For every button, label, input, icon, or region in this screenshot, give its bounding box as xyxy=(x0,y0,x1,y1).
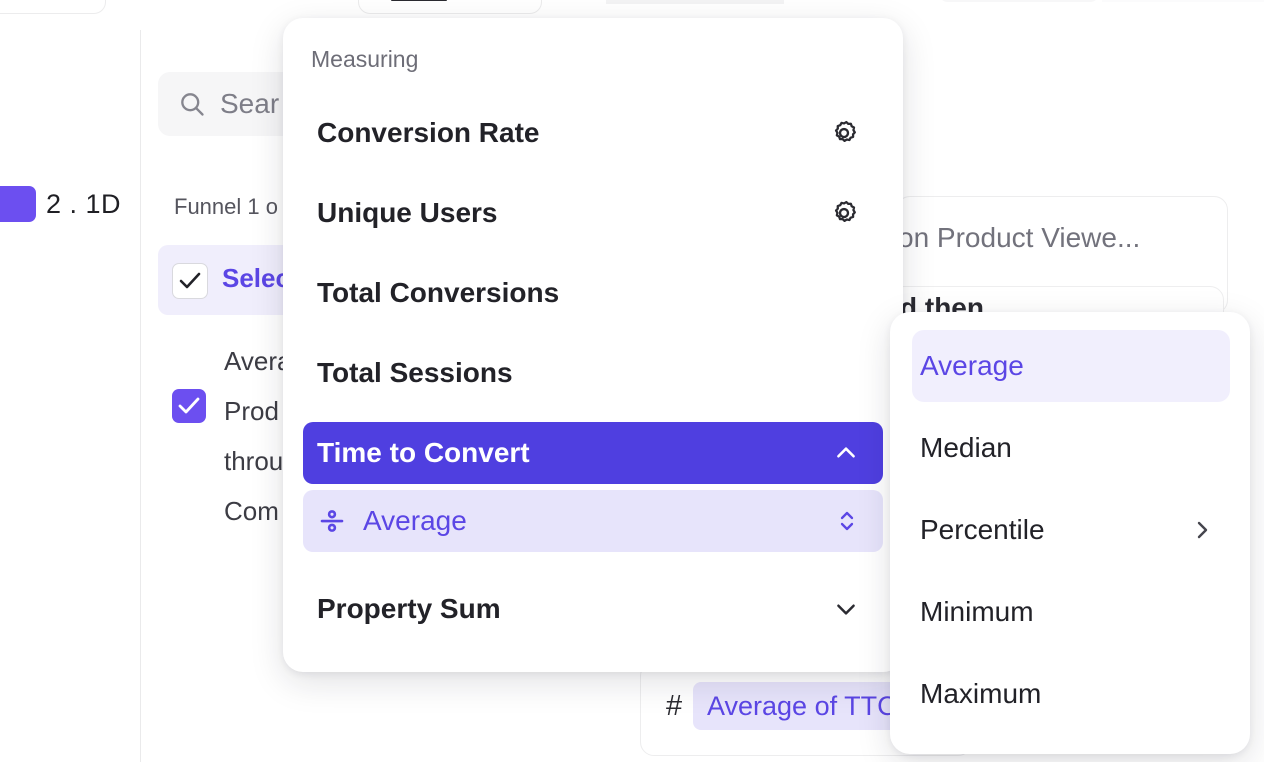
submenu-item-percentile[interactable]: Percentile xyxy=(912,494,1230,566)
background-strip-a xyxy=(606,0,784,4)
legend-color-swatch xyxy=(0,186,36,222)
aggregation-sub-row-label: Average xyxy=(363,505,467,536)
menu-option-list: Conversion Rate Unique Users xyxy=(303,102,883,640)
metric-checkbox[interactable] xyxy=(172,389,206,423)
divide-icon xyxy=(317,506,347,536)
menu-item-label: Unique Users xyxy=(317,197,498,228)
gear-icon[interactable] xyxy=(829,118,859,148)
background-card-top-left xyxy=(0,0,106,14)
measuring-dropdown-panel: Measuring Conversion Rate Unique Users xyxy=(283,18,903,672)
menu-item-property-sum[interactable]: Property Sum xyxy=(303,578,883,640)
metric-line: Com xyxy=(224,496,279,526)
search-placeholder-text: Sear xyxy=(220,88,280,119)
background-card-top-middle xyxy=(358,0,542,14)
list-item-selected-label: Selec xyxy=(222,263,290,293)
menu-item-unique-users[interactable]: Unique Users xyxy=(303,182,883,244)
metric-line: Prod xyxy=(224,396,279,426)
submenu-item-label: Median xyxy=(920,432,1012,463)
menu-item-label: Time to Convert xyxy=(317,437,530,468)
submenu-item-average[interactable]: Average xyxy=(912,330,1230,402)
average-of-ttc-label: Average of TTC xyxy=(707,690,897,721)
menu-caption: Measuring xyxy=(311,46,419,72)
aggregation-sub-row[interactable]: Average xyxy=(303,490,883,552)
panel-divider xyxy=(140,30,141,762)
select-all-checkbox[interactable] xyxy=(172,263,208,299)
menu-item-label: Total Sessions xyxy=(317,357,513,388)
submenu-item-label: Minimum xyxy=(920,596,1034,627)
funnel-step-label: Funnel 1 o xyxy=(174,194,278,219)
aggregation-sub-row-left: Average xyxy=(317,505,467,537)
submenu-item-label: Average xyxy=(920,350,1024,381)
chevron-down-icon[interactable] xyxy=(833,596,859,622)
chevron-right-icon[interactable] xyxy=(1190,518,1214,542)
metric-line: Avera xyxy=(224,346,292,376)
background-dash-mark xyxy=(391,0,447,1)
aggregation-submenu-panel: Average Median Percentile Minimum Maximu… xyxy=(890,312,1250,754)
menu-item-label: Property Sum xyxy=(317,593,501,624)
menu-item-conversion-rate[interactable]: Conversion Rate xyxy=(303,102,883,164)
background-strip-b xyxy=(938,0,1100,2)
chevron-up-down-icon[interactable] xyxy=(835,508,859,534)
metric-line: throu xyxy=(224,446,284,476)
menu-item-label: Total Conversions xyxy=(317,277,560,308)
chevron-up-icon[interactable] xyxy=(833,440,859,466)
gear-icon[interactable] xyxy=(829,198,859,228)
search-icon xyxy=(178,90,206,118)
submenu-item-label: Percentile xyxy=(920,514,1045,545)
menu-item-total-conversions[interactable]: Total Conversions xyxy=(303,262,883,324)
metric-description: Avera Prod throu Com xyxy=(224,336,291,536)
hash-icon: # xyxy=(666,690,683,722)
legend-label: 2 . 1D xyxy=(46,189,122,219)
menu-item-label: Conversion Rate xyxy=(317,117,540,148)
menu-item-time-to-convert[interactable]: Time to Convert xyxy=(303,422,883,484)
submenu-item-maximum[interactable]: Maximum xyxy=(912,658,1230,730)
menu-item-total-sessions[interactable]: Total Sessions xyxy=(303,342,883,404)
submenu-item-minimum[interactable]: Minimum xyxy=(912,576,1230,648)
aggregation-option-list: Average Median Percentile Minimum Maximu… xyxy=(912,330,1230,730)
submenu-item-label: Maximum xyxy=(920,678,1042,709)
submenu-item-median[interactable]: Median xyxy=(912,412,1230,484)
background-event-label-a: on Product Viewe... xyxy=(898,222,1141,253)
background-strip-c xyxy=(1102,0,1264,2)
